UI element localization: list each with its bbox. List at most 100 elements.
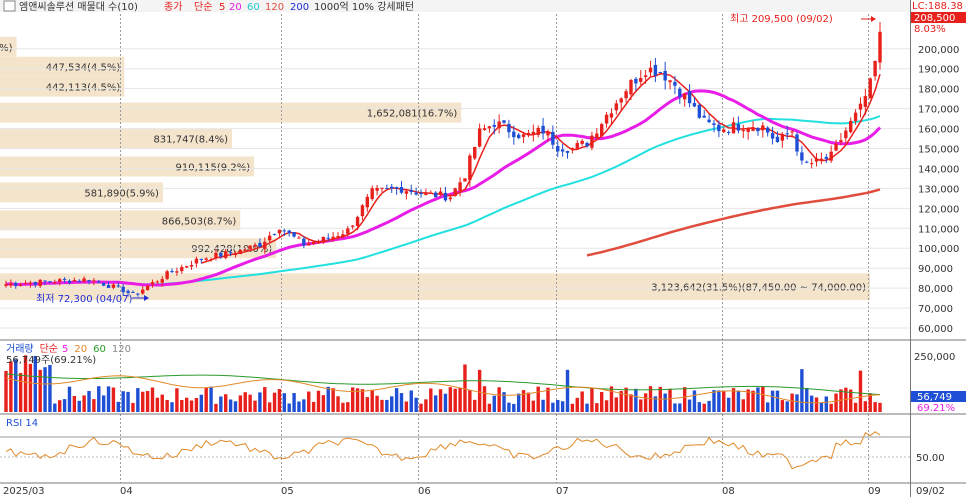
volume-bar	[731, 388, 736, 412]
stock-name: 엠앤씨솔루션	[19, 1, 74, 13]
candle-body	[4, 284, 8, 286]
volume-bar	[560, 401, 565, 412]
volume-bar	[287, 403, 291, 412]
volume-bar	[770, 390, 775, 412]
volume-bar	[336, 396, 340, 412]
volume-bar	[189, 400, 194, 412]
settings-icon[interactable]	[3, 0, 16, 12]
volume-bar	[424, 399, 428, 412]
volume-bar	[863, 401, 868, 412]
candle-body	[101, 282, 106, 286]
x-label-may: 05	[281, 486, 294, 497]
candle-body	[507, 123, 511, 133]
volume-bar	[224, 394, 228, 412]
volume-bar	[849, 389, 853, 412]
candle-body	[238, 249, 243, 255]
candle-body	[619, 98, 623, 103]
volume-bar	[653, 396, 658, 412]
volume-bar	[765, 402, 770, 412]
candle-body	[536, 127, 540, 135]
candle-body	[604, 114, 609, 124]
candle-body	[258, 242, 262, 247]
volume-bar	[404, 401, 409, 412]
candle-body	[624, 91, 628, 99]
volume-bar	[77, 400, 81, 412]
info-text: 1000억 10% 강세패턴	[314, 1, 414, 13]
volume-ma60-line	[5, 373, 881, 395]
volume-bar	[248, 394, 252, 412]
volume-bar	[311, 401, 316, 412]
volume-bar	[307, 391, 311, 412]
candle-body	[663, 70, 667, 81]
volume-bar	[219, 396, 223, 412]
volume-bar	[370, 389, 374, 412]
volume-bar	[414, 397, 418, 412]
ma20-label: 20	[229, 2, 242, 13]
volume-bar	[297, 401, 301, 412]
candle-body	[355, 217, 360, 226]
volume-bar	[458, 387, 462, 412]
volume-bar	[692, 390, 697, 412]
candle-body	[28, 282, 33, 284]
volume-bar	[873, 402, 877, 412]
volume-profile-bar	[0, 102, 462, 123]
volume-bar	[516, 393, 521, 412]
candle-body	[541, 125, 545, 134]
volume-bar	[624, 387, 628, 412]
volume-bar	[673, 403, 677, 412]
volume-bar	[541, 399, 545, 412]
candle-body	[765, 127, 770, 133]
volume-bar	[433, 395, 438, 412]
candle-body	[678, 88, 682, 97]
volume-bar	[194, 398, 199, 412]
volume-ma-prefix: 단순	[40, 343, 58, 355]
volume-bar	[145, 390, 150, 412]
candle-body	[219, 252, 223, 257]
volume-bar	[67, 386, 72, 412]
candle-body	[756, 127, 760, 132]
rsi-title: RSI 14	[6, 418, 38, 429]
candle-body	[780, 134, 785, 141]
volume-bar	[682, 387, 687, 412]
candle-body	[746, 128, 750, 132]
candle-body	[331, 236, 335, 239]
candle-body	[253, 244, 257, 247]
candle-body	[33, 282, 37, 285]
volume-bar	[551, 402, 555, 412]
volume-bar	[267, 402, 272, 412]
volume-bar	[521, 390, 526, 412]
volume-bar	[492, 395, 496, 412]
candle-body	[853, 112, 858, 122]
candle-body	[546, 132, 550, 136]
volume-bar	[409, 390, 413, 412]
volume-bar	[473, 399, 477, 412]
volume-bar	[761, 386, 765, 412]
ma-prefix: 단순	[194, 1, 212, 13]
volume-bar	[497, 387, 501, 412]
volume-profile: 56,749(0.6%)447,534(4.5%)442,113(4.5%)1,…	[0, 36, 870, 301]
volume-bar	[365, 397, 370, 412]
candle-body	[341, 234, 345, 238]
volume-bars	[4, 355, 882, 412]
candle-body	[844, 130, 848, 139]
candle-body	[458, 182, 462, 191]
volume-bar	[487, 403, 492, 412]
candle-body	[307, 243, 311, 246]
volume-bar	[165, 399, 169, 412]
volume-bar	[180, 399, 184, 412]
volume-bar	[736, 390, 741, 412]
volume-bar	[712, 390, 716, 412]
volume-bar	[53, 403, 57, 412]
volume-bar	[175, 388, 179, 412]
candle-body	[453, 188, 457, 196]
candle-body	[145, 285, 150, 291]
overlay-label: 매물대 수(10)	[77, 1, 138, 13]
volume-bar	[326, 386, 330, 412]
candle-body	[805, 161, 809, 163]
candle-body	[106, 284, 111, 288]
candle-body	[521, 134, 526, 137]
candle-body	[668, 80, 672, 83]
candle-body	[726, 131, 731, 133]
volume-bar	[394, 388, 399, 412]
candle-body	[560, 149, 565, 152]
